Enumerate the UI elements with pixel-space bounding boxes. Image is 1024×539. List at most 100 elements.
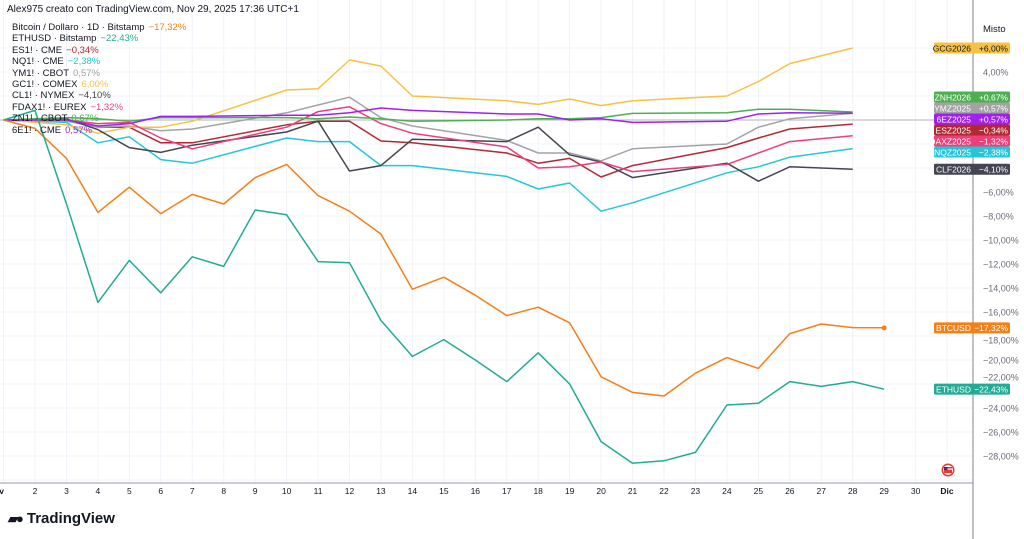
price-tag-gcg2026: GCG2026 +6,00% bbox=[933, 42, 1010, 54]
legend-item[interactable]: GC1! · COMEX 6,00% bbox=[12, 79, 186, 90]
series-line-esz2025[interactable] bbox=[3, 119, 853, 178]
price-tag-ymz2025: YMZ2025 +0,57% bbox=[934, 102, 1010, 114]
x-tick-label: 27 bbox=[817, 486, 827, 496]
legend-series-change: −2,38% bbox=[67, 56, 101, 68]
x-tick-label: 21 bbox=[628, 486, 638, 496]
legend-item[interactable]: ZN1! · CBOT 0,67% bbox=[12, 113, 186, 124]
tradingview-logo-text: TradingView bbox=[26, 510, 115, 527]
legend-series-name: YM1! · CBOT bbox=[12, 67, 70, 79]
price-tag-symbol: BTCUSD bbox=[936, 323, 971, 333]
x-tick-label: 8 bbox=[221, 486, 226, 496]
x-tick-label: 24 bbox=[722, 486, 732, 496]
x-tick-label: 9 bbox=[253, 486, 258, 496]
us-flag-event-icon[interactable] bbox=[941, 463, 955, 477]
series-line-nqz2025[interactable] bbox=[3, 119, 853, 212]
time-axis[interactable]: Nov2345678910111213141516171819202122232… bbox=[0, 486, 954, 496]
y-tick-label: −26,00% bbox=[983, 428, 1019, 438]
last-value-dot bbox=[881, 325, 887, 331]
price-tag-symbol: NQZ2025 bbox=[934, 147, 971, 157]
y-tick-label: −24,00% bbox=[983, 404, 1019, 414]
legend-series-change: −0,34% bbox=[66, 44, 99, 56]
y-tick-label: −14,00% bbox=[983, 284, 1019, 294]
x-tick-label: 13 bbox=[376, 486, 386, 496]
y-tick-label: 4,00% bbox=[983, 68, 1009, 78]
price-tag-clf2026: CLF2026 −4,10% bbox=[934, 163, 1010, 175]
legend-series-change: 6,00% bbox=[81, 79, 109, 91]
series-line-ethusd[interactable] bbox=[3, 109, 885, 464]
legend-series-change: 0,67% bbox=[71, 113, 99, 125]
price-tag-esz2025: ESZ2025 −0,34% bbox=[934, 124, 1010, 136]
series-line-znh2026[interactable] bbox=[3, 108, 853, 122]
legend-series-change: −4,10% bbox=[78, 90, 111, 102]
price-tag-symbol: CLF2026 bbox=[936, 165, 971, 175]
legend-series-change: −1,32% bbox=[90, 101, 123, 113]
price-tag-value: −2,38% bbox=[979, 147, 1009, 157]
price-tag-value: +6,00% bbox=[979, 43, 1009, 53]
y-tick-label: −16,00% bbox=[983, 308, 1019, 318]
x-tick-label: 4 bbox=[96, 486, 101, 496]
price-tag-value: −17,32% bbox=[974, 323, 1008, 333]
grid bbox=[0, 0, 973, 483]
x-tick-label: Dic bbox=[940, 486, 954, 496]
legend-series-change: −17,32% bbox=[148, 22, 187, 33]
x-tick-label: 23 bbox=[691, 486, 701, 496]
legend-series-name: ES1! · CME bbox=[12, 44, 63, 56]
legend-series-name: ETHUSD · Bitstamp bbox=[12, 33, 97, 45]
x-tick-label: 3 bbox=[64, 486, 69, 496]
legend-item[interactable]: FDAX1! · EUREX −1,32% bbox=[12, 102, 186, 113]
series-line-btcusd[interactable] bbox=[3, 119, 885, 397]
tradingview-logo[interactable]: ▰● TradingView bbox=[8, 510, 115, 527]
price-tag-value: −0,34% bbox=[979, 125, 1009, 135]
series-lines bbox=[3, 47, 887, 464]
x-tick-label: 28 bbox=[848, 486, 858, 496]
price-tag-symbol: ZNH2026 bbox=[935, 92, 972, 102]
x-tick-label: 14 bbox=[408, 486, 418, 496]
legend-series-change: −22,43% bbox=[100, 33, 139, 45]
tradingview-logo-icon: ▰● bbox=[8, 510, 24, 526]
y-tick-label: −28,00% bbox=[983, 452, 1019, 462]
price-tag-symbol: FDAXZ2025 bbox=[924, 136, 971, 146]
x-tick-label: 29 bbox=[879, 486, 889, 496]
legend-series-name: ZN1! · CBOT bbox=[12, 113, 68, 125]
price-tag-symbol: YMZ2025 bbox=[934, 103, 971, 113]
legend-series-change: 0,57% bbox=[73, 67, 100, 79]
scale-mode-label[interactable]: Misto bbox=[983, 24, 1006, 35]
legend-item[interactable]: YM1! · CBOT 0,57% bbox=[12, 68, 186, 79]
x-tick-label: 5 bbox=[127, 486, 132, 496]
legend-item[interactable]: CL1! · NYMEX −4,10% bbox=[12, 90, 186, 101]
x-tick-label: 6 bbox=[158, 486, 163, 496]
price-tag-btcusd: BTCUSD −17,32% bbox=[934, 322, 1010, 334]
series-line-6ez2025[interactable] bbox=[3, 107, 853, 127]
price-tag-value: −1,32% bbox=[979, 136, 1009, 146]
y-tick-label: −10,00% bbox=[983, 236, 1019, 246]
price-axis[interactable]: 4,00% −6,00% −8,00% −10,00% −12,00% −14,00% −1… bbox=[983, 68, 1019, 462]
legend-item[interactable]: Bitcoin / Dollaro · 1D · Bitstamp −17,32% bbox=[12, 22, 186, 33]
y-tick-label: −18,00% bbox=[983, 335, 1019, 345]
y-tick-label: −22,00% bbox=[983, 373, 1019, 383]
legend-item[interactable]: NQ1! · CME −2,38% bbox=[12, 56, 186, 67]
y-tick-label: −8,00% bbox=[983, 212, 1014, 222]
x-tick-label: 17 bbox=[502, 486, 512, 496]
price-tag-value: −22,43% bbox=[974, 384, 1008, 394]
price-tag-value: −4,10% bbox=[979, 165, 1009, 175]
legend-item[interactable]: ETHUSD · Bitstamp −22,43% bbox=[12, 33, 186, 44]
price-tag-symbol: 6EZ2025 bbox=[937, 114, 972, 124]
price-tag-ethusd: ETHUSD −22,43% bbox=[934, 383, 1010, 395]
x-tick-label: 11 bbox=[314, 486, 323, 496]
y-tick-label: −6,00% bbox=[983, 188, 1014, 198]
legend: Bitcoin / Dollaro · 1D · Bitstamp −17,32%… bbox=[12, 22, 186, 136]
x-tick-label: Nov bbox=[0, 486, 4, 496]
legend-series-name: Bitcoin / Dollaro · 1D · Bitstamp bbox=[12, 22, 145, 33]
x-tick-label: 12 bbox=[345, 486, 355, 496]
x-tick-label: 25 bbox=[754, 486, 764, 496]
x-tick-label: 7 bbox=[190, 486, 195, 496]
legend-item[interactable]: ES1! · CME −0,34% bbox=[12, 45, 186, 56]
x-tick-label: 22 bbox=[659, 486, 669, 496]
x-tick-label: 20 bbox=[596, 486, 606, 496]
series-line-gcg2026[interactable] bbox=[3, 47, 853, 134]
price-tag-fdaxz2025: FDAXZ2025 −1,32% bbox=[924, 135, 1010, 147]
price-tag-value: +0,57% bbox=[979, 103, 1009, 113]
legend-item[interactable]: 6E1! · CME 0,57% bbox=[12, 125, 186, 136]
series-line-fdaxz2025[interactable] bbox=[3, 106, 853, 173]
